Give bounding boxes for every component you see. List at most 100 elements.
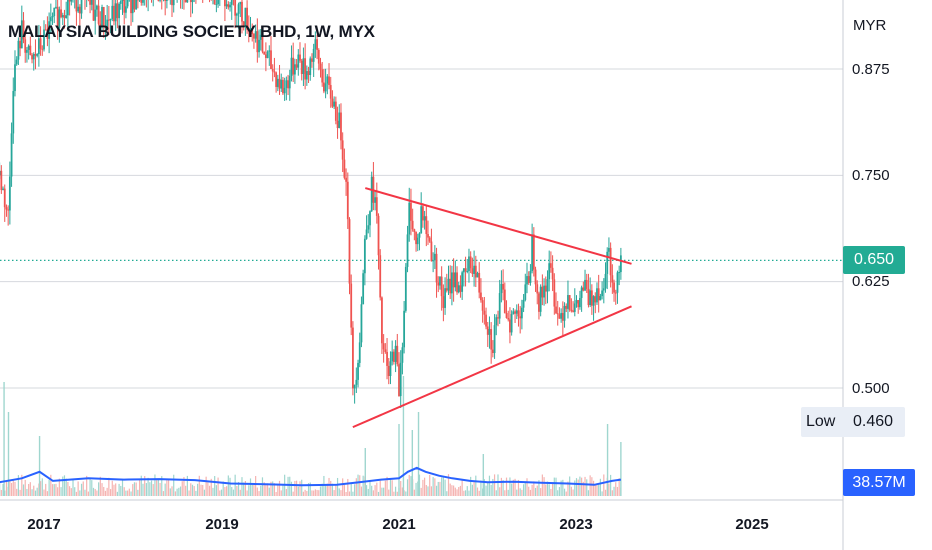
volume-bar — [476, 487, 479, 496]
candle-body — [12, 91, 15, 134]
candle-body — [464, 268, 467, 272]
candle-body — [297, 54, 300, 68]
x-tick-label: 2019 — [205, 516, 239, 533]
volume-bar — [5, 481, 8, 496]
volume-bar — [321, 483, 323, 496]
volume-bar — [3, 382, 5, 496]
volume-bar — [316, 489, 318, 496]
candle-body — [270, 50, 272, 70]
volume-bar — [442, 476, 444, 496]
candle-body — [266, 51, 269, 58]
candle-body — [526, 276, 528, 285]
candle-body — [381, 297, 383, 344]
volume-bar — [557, 490, 559, 496]
candle-body — [227, 4, 230, 8]
candle-body — [36, 54, 39, 56]
volume-bar — [413, 489, 415, 496]
volume-bar — [183, 477, 185, 496]
volume-bar — [60, 487, 62, 496]
candle-body — [355, 379, 358, 385]
candle-body — [392, 351, 395, 362]
volume-bar — [43, 489, 45, 496]
volume-bar — [449, 483, 451, 496]
candle-body — [113, 5, 115, 22]
candle-body — [345, 177, 347, 182]
volume-bar — [295, 480, 298, 496]
candle-body — [0, 170, 1, 176]
candle-body — [584, 279, 586, 291]
volume-bar — [360, 486, 363, 496]
candle-body — [99, 23, 102, 28]
candle-body — [275, 72, 278, 87]
volume-bar — [454, 487, 456, 496]
candle-body — [56, 6, 59, 28]
volume-bar — [401, 487, 404, 496]
candle-body — [408, 202, 411, 235]
volume-bar — [31, 489, 33, 496]
volume-bar — [608, 483, 610, 496]
candle-body — [427, 234, 429, 238]
volume-bar — [125, 490, 127, 496]
volume-bar — [376, 482, 378, 496]
candle-body — [2, 188, 4, 190]
volume-bar — [255, 476, 257, 496]
volume-bar — [176, 488, 178, 496]
candle-body — [398, 364, 400, 397]
volume-bar — [345, 491, 347, 496]
volume-bar — [536, 485, 538, 496]
volume-bar — [185, 485, 187, 496]
candle-body — [217, 0, 219, 5]
volume-bar — [173, 474, 175, 496]
volume-bar — [446, 491, 448, 496]
volume-bar — [229, 477, 231, 496]
candle-body — [37, 38, 40, 55]
candle-body — [165, 0, 168, 2]
volume-bar — [41, 478, 43, 496]
volume-bar — [400, 481, 402, 496]
currency-label: MYR — [853, 17, 887, 34]
volume-bar — [69, 486, 71, 496]
volume-bar — [0, 489, 2, 496]
candle-body — [24, 39, 27, 53]
volume-bar — [74, 487, 76, 496]
volume-bar — [522, 484, 525, 496]
volume-bar — [362, 475, 364, 496]
candle-body — [246, 7, 249, 30]
candle-body — [555, 306, 557, 314]
volume-bar — [28, 483, 30, 496]
y-tick-label: 0.625 — [852, 273, 890, 290]
volume-bar — [167, 479, 170, 496]
volume-bar — [113, 484, 115, 496]
candle-body — [592, 296, 595, 306]
volume-bar — [540, 488, 542, 496]
volume-bar — [226, 486, 228, 496]
candle-body — [483, 310, 486, 315]
volume-bar — [290, 481, 293, 496]
volume-bar — [289, 476, 291, 496]
volume-bar — [253, 484, 255, 496]
volume-bar — [326, 483, 328, 496]
candle-body — [572, 310, 574, 312]
volume-bar — [2, 484, 4, 496]
volume-bar — [82, 481, 84, 496]
candle-body — [358, 342, 361, 363]
volume-bar — [451, 485, 453, 496]
candle-body — [116, 3, 119, 19]
candle-body — [614, 292, 617, 294]
candle-body — [302, 58, 305, 74]
candle-body — [406, 234, 409, 267]
candle-body — [493, 325, 496, 354]
volume-bar — [543, 477, 545, 496]
candle-body — [367, 225, 370, 230]
volume-bar — [179, 486, 182, 496]
candle-body — [440, 276, 443, 297]
candle-body — [58, 9, 61, 28]
candle-body — [548, 263, 551, 280]
volume-bar — [304, 489, 306, 496]
volume-bar — [118, 483, 120, 496]
candle-body — [309, 58, 312, 76]
candle-body — [462, 268, 465, 273]
volume-bar — [422, 479, 424, 496]
volume-bar — [408, 474, 410, 496]
